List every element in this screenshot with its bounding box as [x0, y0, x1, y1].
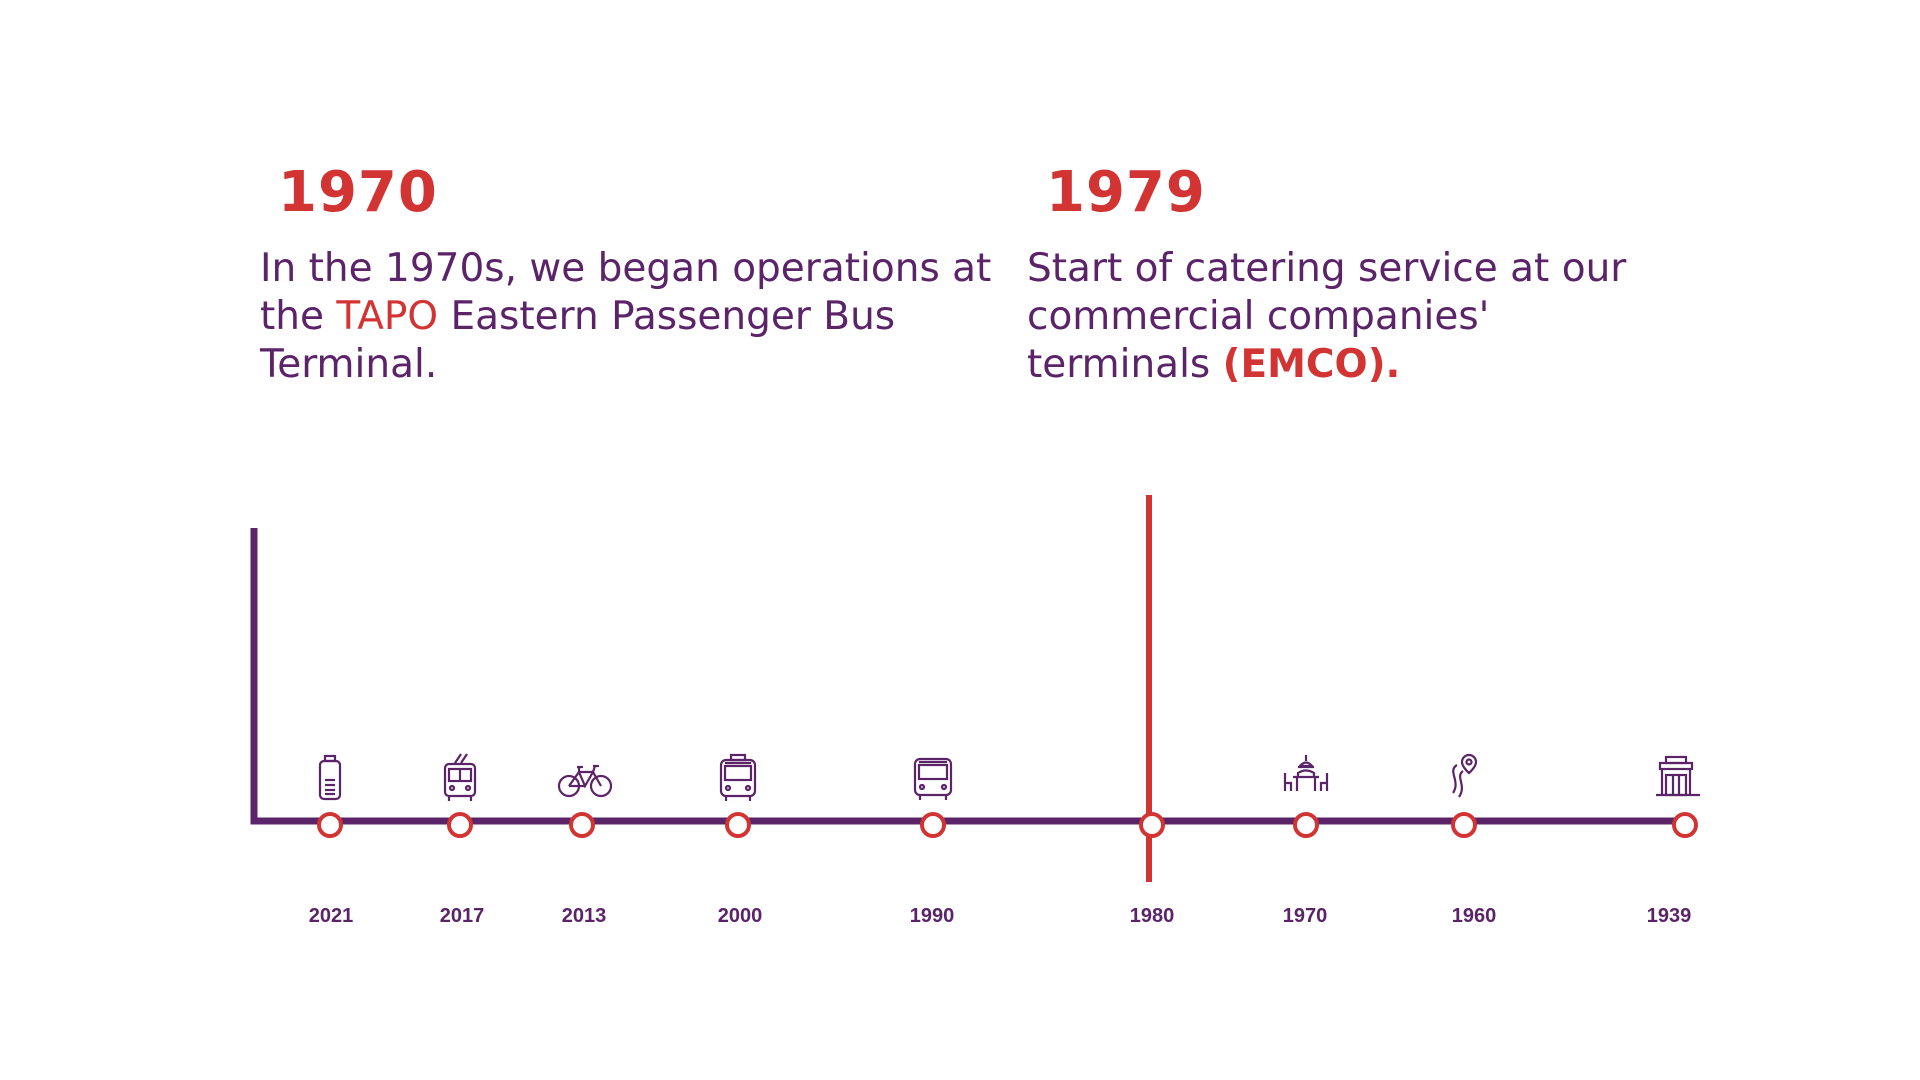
left-desc-text-1: In the 1970s, we began operations at the — [260, 246, 992, 339]
timeline-year-2021[interactable]: 2021 — [308, 905, 354, 927]
timeline-year-1939[interactable]: 1939 — [1646, 905, 1692, 927]
trolleybus-icon — [435, 753, 485, 803]
timeline-node-2000[interactable] — [725, 812, 751, 838]
timeline-node-1970[interactable] — [1293, 812, 1319, 838]
left-event-description: In the 1970s, we began operations at the… — [260, 245, 1000, 389]
coach-icon — [908, 753, 958, 803]
timeline-node-1960[interactable] — [1451, 812, 1477, 838]
dining-table-icon — [1281, 753, 1331, 803]
timeline-node-2013[interactable] — [569, 812, 595, 838]
right-desc-text-1: Start of catering service at our commerc… — [1027, 246, 1627, 387]
left-desc-highlight: TAPO — [336, 294, 439, 339]
bus-front-icon — [713, 753, 763, 803]
timeline-axis — [250, 528, 1678, 825]
timeline-node-2021[interactable] — [317, 812, 343, 838]
right-event-year: 1979 — [1046, 160, 1206, 225]
terminal-building-icon — [1652, 753, 1702, 803]
timeline-year-1960[interactable]: 1960 — [1451, 905, 1497, 927]
timeline-node-1939[interactable] — [1672, 812, 1698, 838]
timeline-year-2013[interactable]: 2013 — [561, 905, 607, 927]
timeline-year-2000[interactable]: 2000 — [717, 905, 763, 927]
timeline-year-1990[interactable]: 1990 — [909, 905, 955, 927]
right-event-description: Start of catering service at our commerc… — [1027, 245, 1627, 389]
left-event-year: 1970 — [278, 160, 438, 225]
timeline-year-1980[interactable]: 1980 — [1129, 905, 1175, 927]
bicycle-icon — [557, 753, 613, 803]
timeline-year-1970[interactable]: 1970 — [1282, 905, 1328, 927]
timeline-node-1990[interactable] — [920, 812, 946, 838]
route-pin-icon — [1439, 753, 1489, 803]
right-desc-highlight: (EMCO). — [1222, 342, 1401, 387]
timeline-year-2017[interactable]: 2017 — [439, 905, 485, 927]
left-desc-text-2: Eastern Passenger Bus Terminal. — [260, 294, 896, 387]
timeline-node-1980[interactable] — [1139, 812, 1165, 838]
timeline-node-2017[interactable] — [447, 812, 473, 838]
battery-icon — [305, 753, 355, 803]
